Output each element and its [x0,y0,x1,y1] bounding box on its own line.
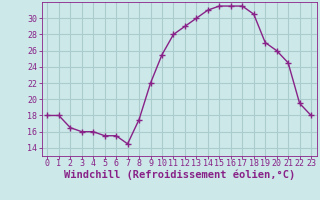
X-axis label: Windchill (Refroidissement éolien,°C): Windchill (Refroidissement éolien,°C) [64,170,295,180]
